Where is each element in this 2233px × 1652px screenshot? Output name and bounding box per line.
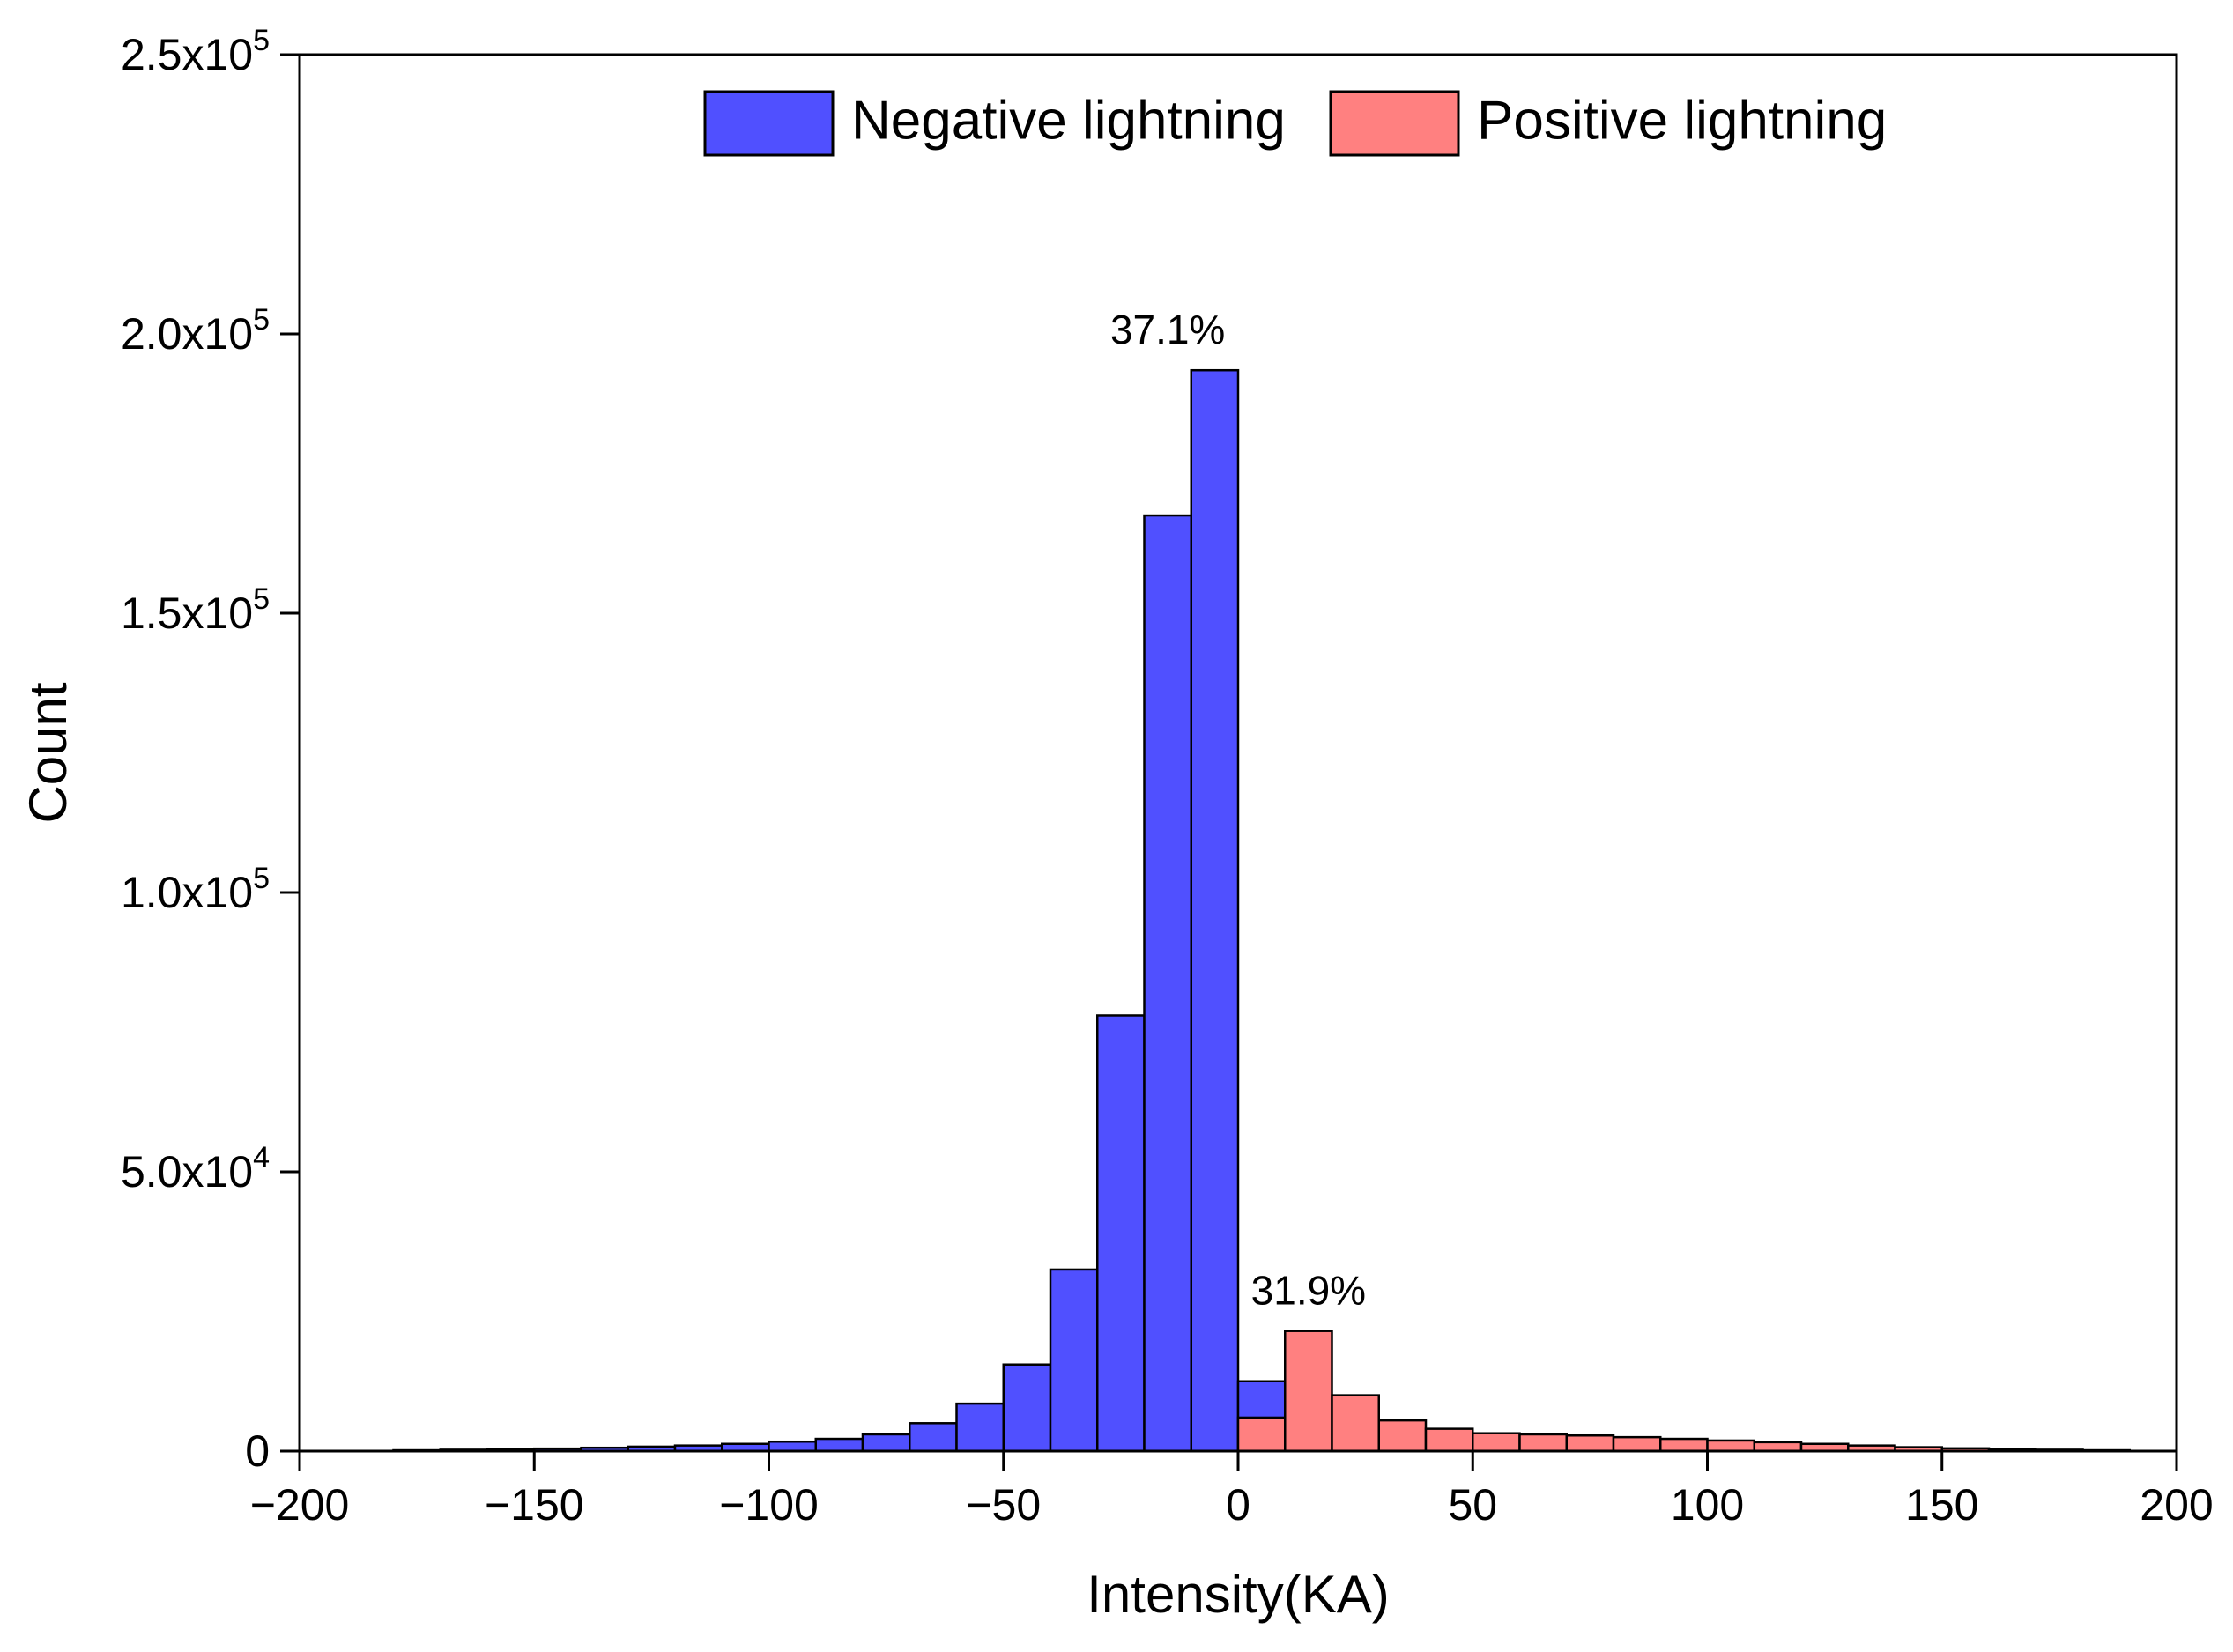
negative-bar: [1049, 1268, 1099, 1453]
positive-bar: [1424, 1427, 1474, 1453]
positive-bar: [1565, 1433, 1615, 1453]
percentage-annotation: 37.1%: [1110, 307, 1225, 352]
y-tick-label: 2.0x105: [121, 303, 270, 359]
negative-bar: [768, 1440, 817, 1453]
y-tick-label: 2.5x105: [121, 24, 270, 79]
negative-bar: [909, 1422, 958, 1453]
y-tick-label: 0: [245, 1426, 270, 1476]
x-tick-label: −50: [966, 1480, 1041, 1530]
legend-label-positive: Positive lightning: [1477, 90, 1887, 151]
y-axis-title: Count: [19, 682, 78, 823]
negative-bar: [1143, 514, 1192, 1453]
x-tick-label: 50: [1448, 1480, 1497, 1530]
positive-bar: [1753, 1441, 1803, 1453]
positive-bar: [1659, 1437, 1709, 1453]
x-tick-label: 100: [1671, 1480, 1744, 1530]
y-tick-label: 1.0x105: [121, 862, 270, 917]
positive-bar: [1284, 1330, 1333, 1453]
legend-label-negative: Negative lightning: [851, 90, 1286, 151]
legend: Negative lightning Positive lightning: [703, 90, 1887, 157]
positive-bar: [1472, 1432, 1521, 1453]
legend-swatch-positive: [1329, 90, 1460, 157]
positive-bar: [1518, 1433, 1568, 1453]
negative-bar: [861, 1433, 911, 1453]
positive-bar: [1331, 1394, 1380, 1453]
positive-bar: [1612, 1435, 1662, 1453]
x-tick-label: 0: [1226, 1480, 1250, 1530]
annotations-layer: 37.1% 31.9%: [1110, 307, 1366, 1313]
y-tick-label: 1.5x105: [121, 582, 270, 638]
positive-bar: [1377, 1419, 1428, 1453]
x-tick-label: −100: [719, 1480, 819, 1530]
positive-bar: [1236, 1416, 1287, 1453]
x-axis-title: Intensity(KA): [1087, 1565, 1389, 1624]
legend-swatch-negative: [703, 90, 835, 157]
negative-bar: [1190, 368, 1240, 1453]
positive-bar: [1706, 1439, 1755, 1453]
ticks-layer: −200 −150 −100 −50 0 50 100 150 200 0 5.0x104 1.0x1…: [121, 24, 2214, 1530]
negative-bar: [1002, 1363, 1052, 1453]
x-tick-label: −150: [485, 1480, 584, 1530]
negative-bar: [1096, 1014, 1146, 1453]
negative-bar: [955, 1402, 1005, 1453]
percentage-annotation: 31.9%: [1251, 1268, 1366, 1314]
x-tick-label: −200: [250, 1480, 350, 1530]
x-tick-label: 200: [2140, 1480, 2213, 1530]
y-tick-label: 5.0x104: [121, 1141, 270, 1196]
negative-bar: [814, 1437, 864, 1453]
x-tick-label: 150: [1905, 1480, 1978, 1530]
